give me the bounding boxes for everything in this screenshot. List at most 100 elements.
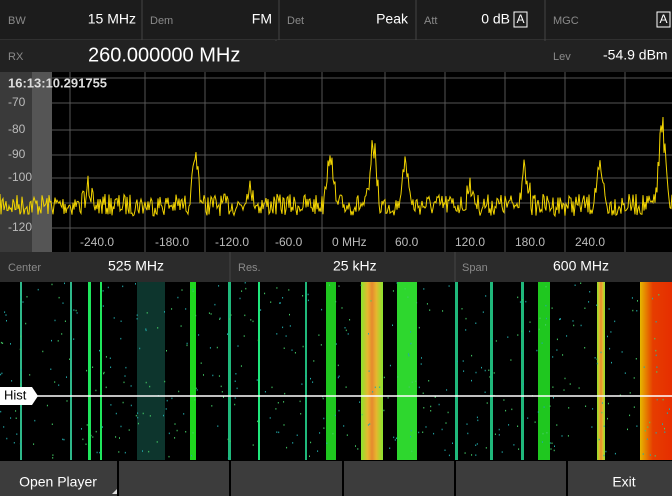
x-label: 0 MHz [332, 235, 367, 249]
waterfall-speck [372, 391, 373, 393]
y-label: -70 [8, 95, 26, 109]
waterfall-speck [568, 407, 569, 409]
rx-label: RX [8, 51, 24, 63]
waterfall-speck [284, 348, 285, 350]
waterfall-speck [163, 415, 164, 417]
waterfall-speck [588, 301, 589, 303]
waterfall-speck [103, 373, 104, 375]
waterfall-speck [212, 375, 213, 377]
waterfall-speck [539, 329, 540, 331]
softkey[interactable] [119, 461, 229, 496]
waterfall-speck [489, 376, 490, 378]
waterfall-speck [157, 327, 158, 329]
waterfall-speck [477, 443, 478, 445]
waterfall-speck [499, 429, 500, 431]
waterfall-speck [6, 314, 7, 316]
waterfall-speck [1, 342, 2, 344]
waterfall-speck [174, 437, 175, 439]
waterfall-speck [237, 388, 238, 390]
waterfall-speck [52, 457, 53, 459]
waterfall-speck [137, 412, 138, 414]
waterfall-speck [656, 366, 657, 368]
waterfall-speck [218, 285, 219, 287]
softkey[interactable] [456, 461, 566, 496]
waterfall-speck [192, 289, 193, 291]
waterfall-speck [388, 397, 389, 399]
waterfall-speck [604, 455, 605, 457]
waterfall-speck [2, 343, 3, 345]
waterfall-speck [73, 309, 74, 311]
span-value: 600 MHz [553, 258, 609, 274]
waterfall-speck [418, 432, 419, 434]
waterfall-speck [335, 415, 336, 417]
waterfall-speck [397, 282, 398, 284]
waterfall-speck [95, 390, 96, 392]
waterfall-speck [580, 283, 581, 285]
waterfall-speck [610, 331, 611, 333]
waterfall-speck [16, 418, 17, 420]
waterfall-speck [138, 423, 139, 425]
waterfall-speck [185, 431, 186, 433]
waterfall-speck [276, 431, 277, 433]
waterfall-speck [375, 387, 376, 389]
waterfall-speck [562, 354, 563, 356]
waterfall-speck [421, 357, 422, 359]
waterfall-speck [525, 301, 526, 303]
waterfall-speck [47, 405, 48, 407]
waterfall-speck [361, 285, 362, 287]
level-bar-inner [32, 72, 52, 252]
waterfall-speck [125, 452, 126, 454]
waterfall-speck [169, 456, 170, 458]
waterfall-speck [270, 301, 271, 303]
waterfall-speck [622, 351, 623, 353]
waterfall-speck [589, 291, 590, 293]
waterfall-speck [339, 376, 340, 378]
waterfall-speck [656, 355, 657, 357]
waterfall-speck [449, 285, 450, 287]
waterfall-speck [20, 384, 21, 386]
waterfall-speck [137, 314, 138, 316]
waterfall-speck [297, 435, 298, 437]
waterfall-speck [529, 331, 530, 333]
softkey[interactable] [344, 461, 454, 496]
bw-label: BW [8, 15, 26, 27]
waterfall-speck [517, 334, 518, 336]
waterfall-speck [343, 425, 344, 427]
waterfall-speck [54, 381, 55, 383]
waterfall-speck [38, 289, 39, 291]
waterfall-speck [540, 318, 541, 320]
y-label: -80 [8, 122, 26, 136]
waterfall-speck [264, 293, 265, 295]
softkey[interactable] [231, 461, 342, 496]
waterfall-speck [312, 381, 313, 383]
waterfall-speck [543, 433, 544, 435]
waterfall-speck [282, 297, 283, 299]
waterfall-speck [106, 387, 107, 389]
waterfall-speck [309, 456, 310, 458]
waterfall-speck [323, 427, 324, 429]
waterfall-speck [157, 441, 158, 443]
waterfall-speck [167, 400, 168, 402]
waterfall-speck [20, 336, 21, 338]
waterfall-speck [15, 410, 16, 412]
waterfall-speck [605, 451, 606, 453]
waterfall-speck [475, 445, 476, 447]
waterfall-speck [483, 311, 484, 313]
waterfall-speck [230, 441, 231, 443]
waterfall-speck [164, 381, 165, 383]
waterfall-speck [42, 351, 43, 353]
waterfall-speck [318, 334, 319, 336]
waterfall-speck [604, 426, 605, 428]
waterfall-speck [611, 362, 612, 364]
det-label: Det [287, 15, 304, 27]
waterfall-speck [86, 444, 87, 446]
waterfall-speck [211, 405, 212, 407]
waterfall-speck [290, 325, 291, 327]
waterfall-speck [446, 422, 447, 424]
waterfall-speck [423, 393, 424, 395]
waterfall-speck [16, 433, 17, 435]
waterfall-speck [362, 414, 363, 416]
waterfall-speck [408, 353, 409, 355]
waterfall-speck [546, 286, 547, 288]
waterfall-speck [260, 309, 261, 311]
